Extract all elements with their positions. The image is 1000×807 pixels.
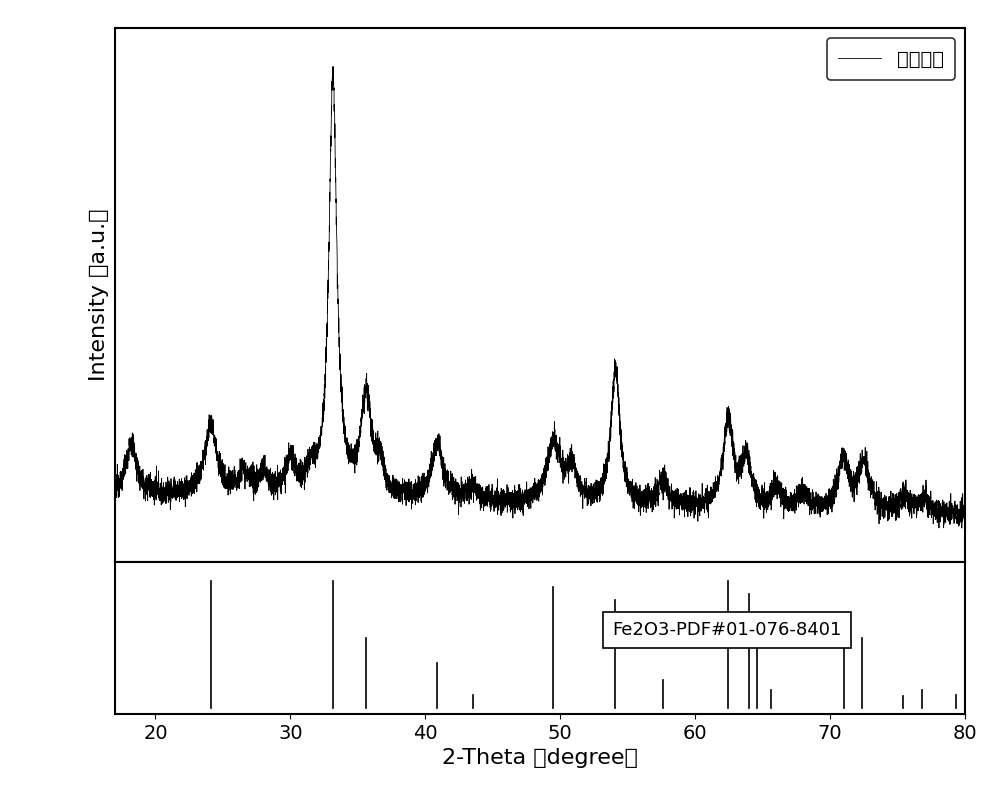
Line: 赤鐵矿渣: 赤鐵矿渣 (115, 67, 965, 528)
Text: Fe2O3-PDF#01-076-8401: Fe2O3-PDF#01-076-8401 (612, 621, 842, 639)
赤鐵矿渣 (959, 505, 971, 515)
赤鐵矿渣 (109, 483, 121, 492)
Legend: 赤鐵矿渣: 赤鐵矿渣 (827, 38, 955, 81)
赤鐵矿渣 (612, 391, 624, 401)
X-axis label: 2-Theta （degree）: 2-Theta （degree） (442, 748, 638, 768)
赤鐵矿渣 (417, 479, 429, 489)
Y-axis label: Intensity （a.u.）: Intensity （a.u.） (89, 209, 109, 381)
赤鐵矿渣 (649, 491, 661, 500)
赤鐵矿渣 (152, 483, 164, 493)
赤鐵矿渣 (785, 498, 797, 508)
赤鐵矿渣 (327, 62, 339, 72)
赤鐵矿渣 (739, 448, 751, 458)
赤鐵矿渣 (956, 523, 968, 533)
